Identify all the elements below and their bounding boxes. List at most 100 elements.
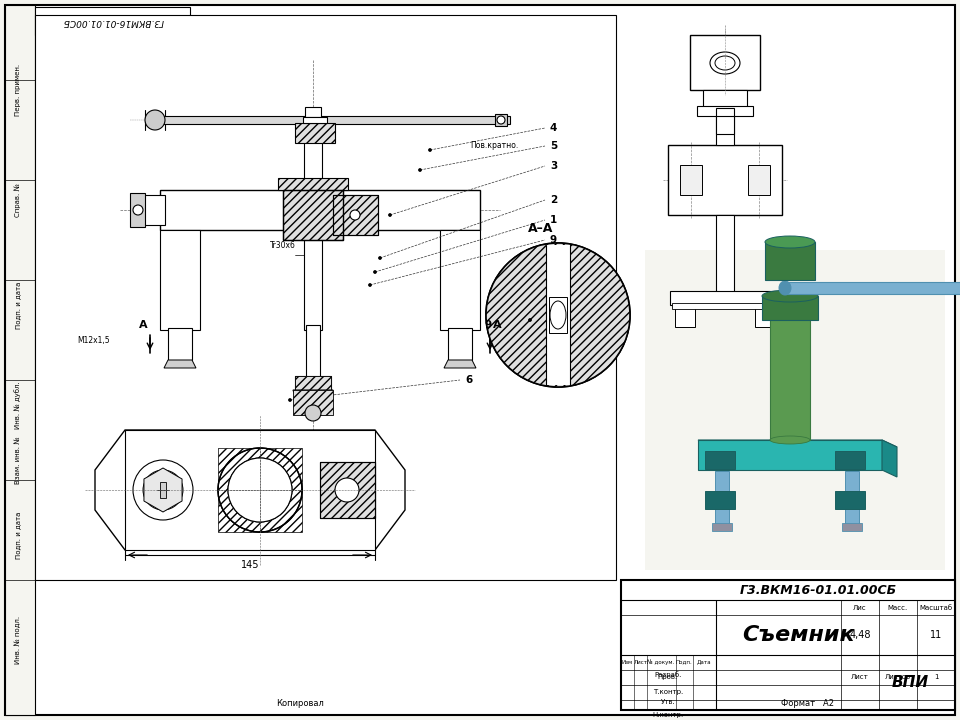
Text: Tr30x6: Tr30x6 — [270, 240, 296, 250]
Circle shape — [378, 256, 381, 259]
Bar — [845, 471, 859, 526]
Polygon shape — [882, 440, 897, 477]
Bar — [703, 90, 747, 108]
Bar — [283, 190, 343, 240]
Bar — [320, 462, 375, 518]
Text: Дата: Дата — [697, 660, 711, 665]
Polygon shape — [95, 430, 405, 550]
Bar — [486, 243, 630, 387]
Bar — [160, 482, 166, 498]
Text: Перв. примен.: Перв. примен. — [15, 64, 21, 116]
Text: Лист: Лист — [634, 660, 648, 665]
Text: 9: 9 — [485, 320, 492, 330]
Text: Г3.ВКМ16-01.01.00СБ: Г3.ВКМ16-01.01.00СБ — [739, 583, 897, 596]
Bar — [715, 471, 729, 526]
Bar — [705, 451, 735, 469]
Bar — [320, 462, 375, 518]
Bar — [672, 303, 778, 309]
Bar — [35, 7, 190, 35]
Circle shape — [218, 448, 302, 532]
Circle shape — [289, 398, 292, 402]
Bar — [303, 117, 327, 123]
Bar — [690, 35, 760, 90]
Polygon shape — [164, 360, 196, 368]
Circle shape — [350, 210, 360, 220]
Bar — [295, 123, 335, 143]
Circle shape — [373, 271, 376, 274]
Circle shape — [133, 460, 193, 520]
Ellipse shape — [765, 236, 815, 248]
Text: 9: 9 — [550, 235, 557, 245]
Bar — [168, 328, 192, 360]
Polygon shape — [144, 468, 182, 512]
Bar — [716, 108, 734, 145]
Circle shape — [486, 243, 630, 387]
Circle shape — [143, 470, 183, 510]
Text: Т.контр.: Т.контр. — [653, 689, 684, 695]
Text: 6: 6 — [465, 375, 472, 385]
Bar — [785, 282, 960, 294]
Bar — [842, 523, 862, 531]
Bar — [762, 296, 818, 320]
Circle shape — [428, 148, 431, 151]
Bar — [333, 195, 378, 235]
Text: 4: 4 — [550, 123, 558, 133]
Bar — [448, 328, 472, 360]
Bar — [5, 5, 35, 715]
Bar — [440, 230, 480, 330]
Bar — [765, 242, 815, 280]
Circle shape — [369, 284, 372, 287]
Bar — [716, 215, 734, 295]
Text: Пов.кратно.: Пов.кратно. — [470, 140, 518, 150]
Bar — [680, 165, 702, 195]
Text: Пров.: Пров. — [658, 674, 678, 680]
Bar — [712, 523, 732, 531]
Bar — [305, 107, 321, 117]
Text: Подп. и дата: Подп. и дата — [15, 511, 21, 559]
Text: Инв. № подл.: Инв. № подл. — [14, 616, 21, 664]
Text: Взам. инв. №: Взам. инв. № — [15, 436, 21, 484]
Polygon shape — [444, 360, 476, 368]
Bar — [549, 297, 567, 333]
Bar — [35, 15, 616, 580]
Text: 2: 2 — [550, 195, 557, 205]
Text: А: А — [138, 320, 147, 330]
Circle shape — [133, 205, 143, 215]
Text: Копировал: Копировал — [276, 698, 324, 708]
Circle shape — [389, 214, 392, 217]
Text: Н.контр.: Н.контр. — [653, 712, 684, 718]
Ellipse shape — [770, 436, 810, 444]
Bar — [495, 114, 507, 126]
Ellipse shape — [715, 56, 735, 70]
Bar — [697, 106, 753, 116]
Bar — [645, 250, 945, 570]
Text: А–А: А–А — [528, 222, 553, 235]
Text: Лис: Лис — [853, 605, 867, 611]
Bar — [705, 491, 735, 509]
Bar — [130, 193, 145, 227]
Text: № докум.: № докум. — [647, 660, 675, 665]
Bar — [306, 325, 320, 380]
Bar — [218, 448, 302, 532]
Bar — [278, 178, 348, 190]
Bar — [304, 140, 322, 330]
Bar — [283, 190, 343, 240]
Bar — [155, 116, 510, 124]
Bar — [770, 300, 810, 440]
Bar — [140, 195, 165, 225]
Text: ВПИ: ВПИ — [892, 675, 929, 690]
Bar — [668, 145, 782, 215]
Bar — [675, 305, 695, 327]
Text: 145: 145 — [241, 560, 259, 570]
Bar — [295, 376, 331, 390]
Bar — [670, 291, 780, 305]
Text: M12x1,5: M12x1,5 — [78, 336, 110, 344]
Text: Справ. №: Справ. № — [14, 183, 21, 217]
Text: Масштаб: Масштаб — [920, 605, 952, 611]
Circle shape — [529, 318, 532, 322]
Circle shape — [497, 116, 505, 124]
Text: 1: 1 — [550, 215, 557, 225]
Bar — [293, 390, 333, 415]
Ellipse shape — [762, 290, 818, 302]
Text: Формат   А2: Формат А2 — [781, 698, 834, 708]
